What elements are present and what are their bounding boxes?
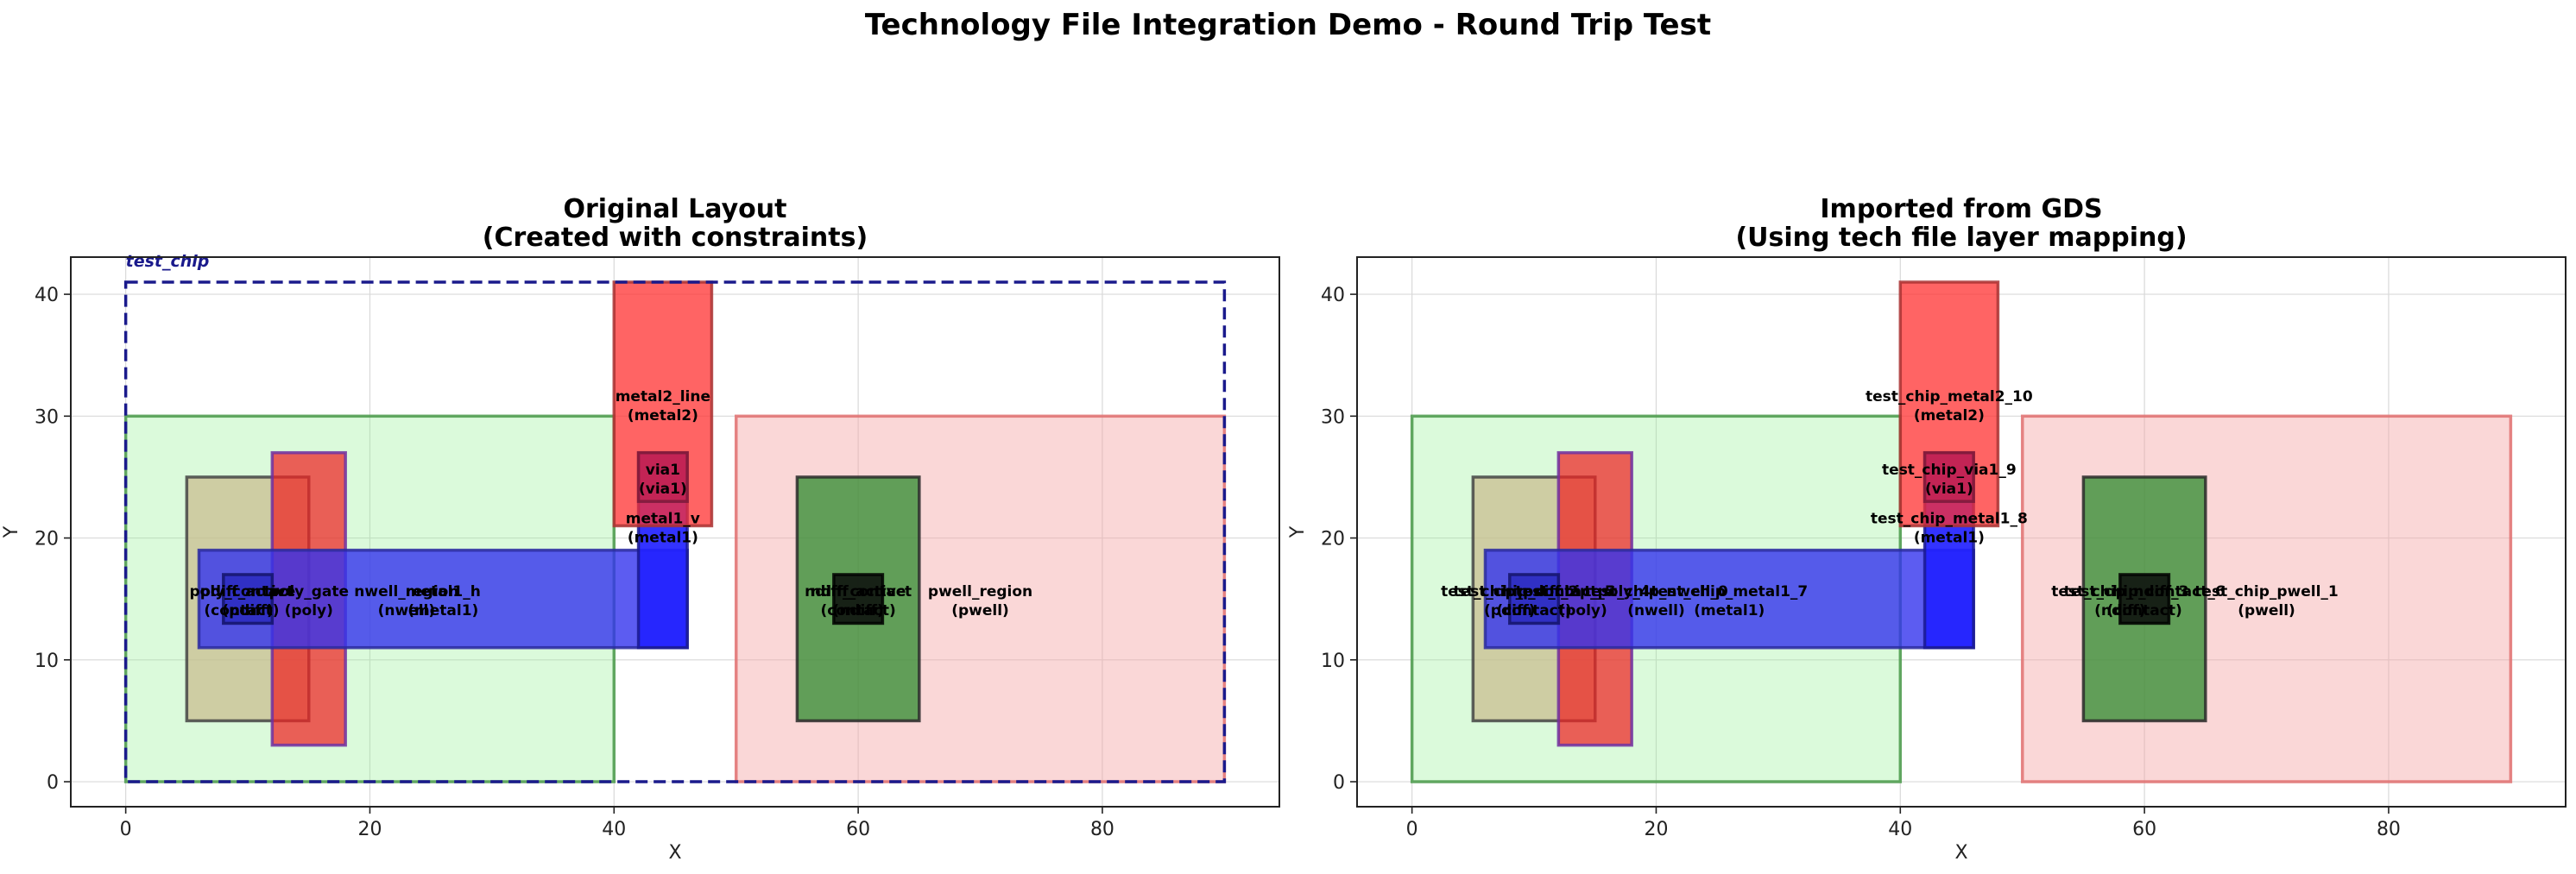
shape-layer-label: (via1) <box>639 481 687 498</box>
shape-layer-label: (nwell) <box>378 602 436 619</box>
shape-layer-label: (metal1) <box>1694 602 1765 619</box>
y-axis-label: Y <box>1287 525 1309 538</box>
panel-title-line: Original Layout <box>564 194 787 224</box>
y-tick-label: 0 <box>1333 772 1345 794</box>
cell-boundary <box>123 280 1227 783</box>
layout-shape <box>197 548 689 650</box>
x-tick-label: 0 <box>120 819 132 840</box>
y-tick-label: 10 <box>1321 651 1345 672</box>
shape-layer-label: (pdiff) <box>222 602 273 619</box>
x-tick-label: 0 <box>1406 819 1418 840</box>
shape-name-label: test_chip_via1_9 <box>1882 462 2017 479</box>
shape-name-label: test_chip_metal2_10 <box>1866 388 2033 406</box>
cell-name-label: test_chip <box>126 252 210 271</box>
figure-title: Technology File Integration Demo - Round… <box>865 8 1711 42</box>
shape-layer-label: (contact) <box>204 602 279 619</box>
layout-shape <box>1923 450 1975 503</box>
shape-name-label: test_chip_contact_5 <box>1454 583 1615 600</box>
shape-layer-label: (poly) <box>285 602 333 619</box>
y-tick-label: 30 <box>35 406 59 428</box>
shape-name-label: test_chip_ndiff_3 <box>2051 583 2188 600</box>
shape-name-label: test_chip_poly_4 <box>1516 583 1651 600</box>
x-tick-label: 20 <box>357 819 382 840</box>
shape-layer-label: (ndiff) <box>2094 602 2145 619</box>
shape-name-label: metal1_h <box>406 583 481 600</box>
shape-name-label: nwell_region <box>354 583 458 600</box>
x-tick-label: 80 <box>1090 819 1114 840</box>
shape-layer-label: (metal2) <box>1914 407 1985 424</box>
y-tick-label: 10 <box>35 651 59 672</box>
x-tick-label: 60 <box>846 819 870 840</box>
shape-name-label: test_chip_contact_6 <box>2064 583 2226 600</box>
y-tick-label: 40 <box>35 285 59 306</box>
layout-shape <box>636 450 689 503</box>
shape-name-label: test_chip_metal1_8 <box>1871 510 2028 527</box>
y-tick-label: 30 <box>1321 406 1345 428</box>
shape-name-label: test_chip_nwell_0 <box>1584 583 1728 600</box>
shape-name-label: poly_contact <box>190 583 294 600</box>
panels: Original Layout(Created with constraints… <box>1 194 2567 864</box>
shape-layer-label: (metal1) <box>628 529 698 546</box>
shape-name-label: ndiff_contact <box>805 583 912 600</box>
shape-layer-label: (pwell) <box>2238 602 2295 619</box>
shape-name-label: metal2_line <box>616 388 710 406</box>
shape-layer-label: (contact) <box>1496 602 1571 619</box>
x-axis-label: X <box>668 842 681 864</box>
shape-name-label: pwell_region <box>928 583 1032 600</box>
shape-layer-label: (metal2) <box>628 407 698 424</box>
shape-name-label: poly_gate <box>268 583 349 600</box>
panel-2: Imported from GDS(Using tech file layer … <box>1287 194 2567 864</box>
x-axis-label: X <box>1954 842 1967 864</box>
shape-name-label: via1 <box>646 462 680 479</box>
y-tick-label: 20 <box>35 529 59 550</box>
x-tick-label: 40 <box>1888 819 1912 840</box>
shape-layer-label: (contact) <box>821 602 896 619</box>
shape-layer-label: (metal1) <box>407 602 478 619</box>
x-tick-label: 40 <box>602 819 626 840</box>
axes-frame <box>70 256 1280 808</box>
shape-name-label: ndiff_active <box>811 583 906 600</box>
shape-name-label: metal1_v <box>626 510 700 527</box>
shape-layer-label: (ndiff) <box>832 602 883 619</box>
panel-title-line: (Using tech file layer mapping) <box>1735 223 2187 253</box>
axes-frame <box>1356 256 2567 808</box>
shape-layer-label: (metal1) <box>1914 529 1985 546</box>
shape-name-label: pdiff_active <box>200 583 296 600</box>
shape-name-label: test_chip_metal1_7 <box>1651 583 1808 600</box>
shape-layer-label: (via1) <box>1925 481 1973 498</box>
shape-name-label: test_chip_pwell_1 <box>2194 583 2338 600</box>
x-tick-label: 60 <box>2132 819 2156 840</box>
panel-1: Original Layout(Created with constraints… <box>1 194 1280 864</box>
layout-shape <box>1483 548 1975 650</box>
layout-shape <box>2118 573 2171 626</box>
x-tick-label: 80 <box>2377 819 2401 840</box>
y-tick-label: 40 <box>1321 285 1345 306</box>
shape-layer-label: (nwell) <box>1627 602 1685 619</box>
layout-shape <box>832 573 885 626</box>
y-tick-label: 20 <box>1321 529 1345 550</box>
shape-layer-label: (poly) <box>1558 602 1607 619</box>
shape-layer-label: (pdiff) <box>1484 602 1535 619</box>
layout-shape <box>222 573 275 626</box>
panel-title-line: Imported from GDS <box>1820 194 2102 224</box>
y-axis-label: Y <box>1 525 22 538</box>
shape-layer-label: (contact) <box>2107 602 2182 619</box>
x-tick-label: 20 <box>1644 819 1668 840</box>
layout-shape <box>1508 573 1561 626</box>
shape-name-label: test_chip_pdiff_2 <box>1441 583 1578 600</box>
y-tick-label: 0 <box>47 772 59 794</box>
panel-title-line: (Created with constraints) <box>483 223 868 253</box>
shape-layer-label: (pwell) <box>951 602 1009 619</box>
